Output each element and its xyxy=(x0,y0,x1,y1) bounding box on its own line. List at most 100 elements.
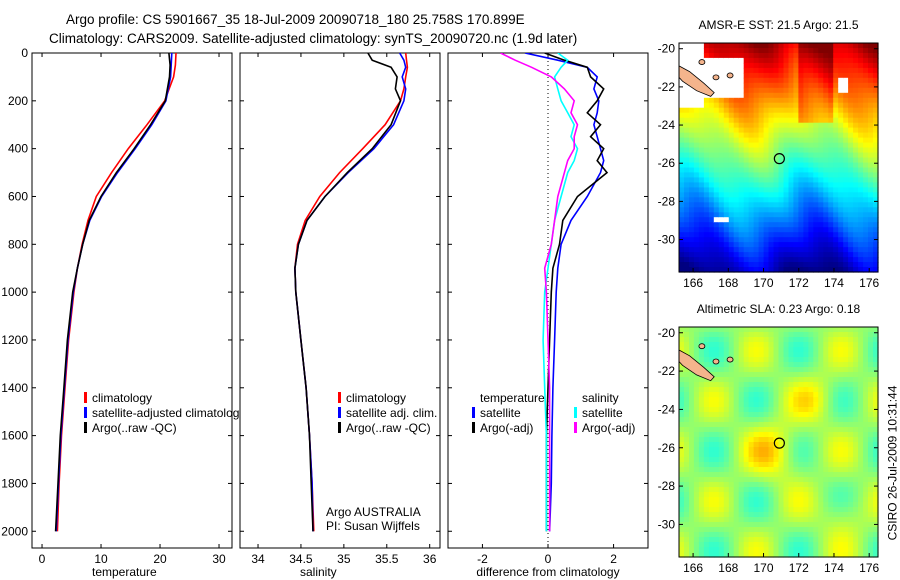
map-cell xyxy=(753,487,760,493)
map-cell xyxy=(783,237,790,243)
map-cell xyxy=(718,87,725,94)
map-cell xyxy=(793,72,799,79)
map-cell xyxy=(728,377,735,383)
map-cell xyxy=(813,202,819,208)
map-cell xyxy=(843,62,849,69)
map-cell xyxy=(838,377,844,383)
map-cell xyxy=(848,212,854,218)
map-cell xyxy=(833,502,839,508)
map-cell xyxy=(868,232,874,238)
map-cell xyxy=(818,457,824,463)
map-cell xyxy=(718,92,725,99)
map-cell xyxy=(689,102,695,109)
map-cell xyxy=(803,497,809,503)
map-cell xyxy=(823,232,829,238)
map-cell xyxy=(858,53,864,59)
map-cell xyxy=(753,212,760,218)
x-tick-label: 35 xyxy=(337,552,351,566)
map-cell xyxy=(833,137,839,144)
map-cell xyxy=(788,507,795,513)
map-cell xyxy=(818,437,824,443)
map-cell xyxy=(763,377,770,383)
map-cell xyxy=(684,402,690,408)
map-cell xyxy=(763,397,770,403)
map-cell xyxy=(823,267,829,273)
map-cell xyxy=(723,417,730,423)
map-cell xyxy=(798,137,804,144)
map-cell xyxy=(684,87,690,94)
map-cell xyxy=(713,92,720,99)
map-cell xyxy=(848,352,854,358)
map-cell xyxy=(868,332,874,338)
map-cell xyxy=(828,457,834,463)
map-cell xyxy=(838,202,844,208)
map-cell xyxy=(813,372,819,378)
map-cell xyxy=(788,372,795,378)
map-cell xyxy=(783,422,790,428)
map-cell xyxy=(748,72,755,79)
map-cell xyxy=(838,547,844,553)
map-cell xyxy=(783,372,790,378)
map-cell xyxy=(813,247,819,253)
map-cell xyxy=(753,417,760,423)
map-cell xyxy=(803,182,809,188)
map-cell xyxy=(853,472,859,478)
map-cell xyxy=(758,537,765,543)
map-cell xyxy=(823,112,829,119)
map-cell xyxy=(733,242,740,248)
map-cell xyxy=(708,337,715,343)
map-cell xyxy=(723,157,730,164)
map-cell xyxy=(703,142,710,149)
map-cell xyxy=(853,187,859,193)
map-cell xyxy=(833,547,839,553)
map-cell xyxy=(703,102,710,109)
map-cell xyxy=(858,377,864,383)
map-cell xyxy=(743,397,750,403)
map-cell xyxy=(823,57,829,64)
map-cell xyxy=(698,357,705,363)
map-cell xyxy=(693,387,700,393)
map-cell xyxy=(753,77,760,84)
map-cell xyxy=(713,487,720,493)
map-cell xyxy=(858,207,864,213)
map-cell xyxy=(828,527,834,533)
map-cell xyxy=(863,407,869,413)
map-cell xyxy=(818,53,824,59)
map-cell xyxy=(843,427,849,433)
map-cell xyxy=(863,452,869,458)
map-cell xyxy=(713,462,720,468)
map-cell xyxy=(684,187,690,193)
map-cell xyxy=(798,417,804,423)
map-cell xyxy=(679,102,685,109)
map-cell xyxy=(738,107,745,114)
map-cell xyxy=(743,72,750,79)
map-cell xyxy=(788,207,795,213)
map-cell xyxy=(679,217,685,223)
map-cell xyxy=(858,107,864,114)
x-tick-label: 35.5 xyxy=(375,552,399,566)
map-cell xyxy=(783,517,790,523)
map-cell xyxy=(803,347,809,353)
map-cell xyxy=(718,152,725,159)
map-cell xyxy=(788,237,795,243)
map-cell xyxy=(773,432,780,438)
map-cell xyxy=(783,77,790,84)
map-cell xyxy=(689,167,695,174)
map-cell xyxy=(684,532,690,538)
legend-swatch xyxy=(472,407,475,418)
map-cell xyxy=(783,357,790,363)
map-cell xyxy=(723,107,730,114)
map-cell xyxy=(863,102,869,109)
map-cell xyxy=(708,367,715,373)
map-cell xyxy=(689,107,695,114)
map-cell xyxy=(788,392,795,398)
map-cell xyxy=(873,157,879,164)
map-cell xyxy=(823,342,829,348)
map-cell xyxy=(813,367,819,373)
map-cell xyxy=(808,497,814,503)
map-cell xyxy=(873,192,879,198)
map-cell xyxy=(873,92,879,99)
map-cell xyxy=(863,427,869,433)
map-cell xyxy=(753,397,760,403)
map-cell xyxy=(684,537,690,543)
